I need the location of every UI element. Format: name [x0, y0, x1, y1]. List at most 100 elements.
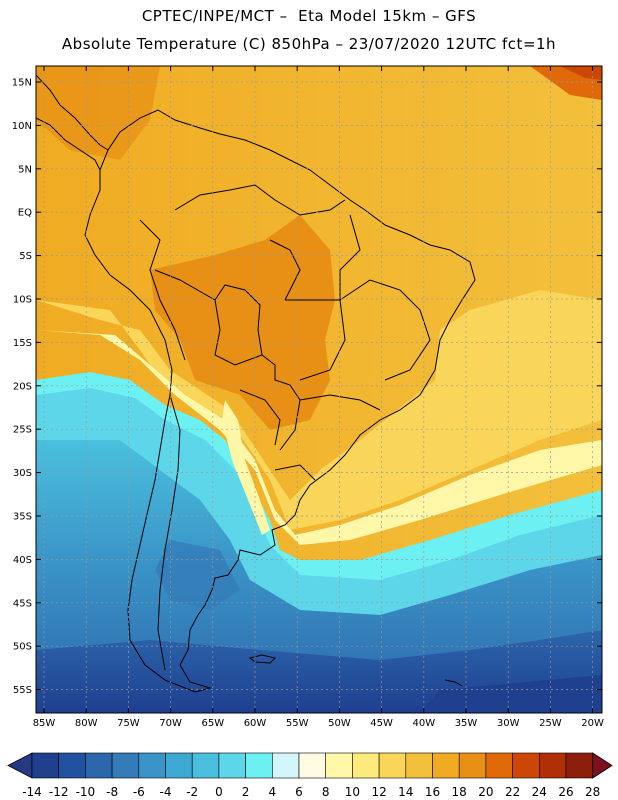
border-brazil-west [154, 269, 301, 451]
hot-interior-region [150, 215, 335, 430]
colorbar-swatch [378, 752, 407, 779]
colorbar-label: 2 [242, 785, 250, 799]
colorbar-swatch [111, 752, 140, 779]
brazil-states-c [339, 214, 361, 300]
colorbar-label: 0 [215, 785, 223, 799]
lon-label: 45W [370, 718, 393, 729]
colorbar-swatch [432, 752, 460, 779]
lat-label: 35S [13, 512, 32, 523]
colorbar-swatch [325, 752, 353, 779]
lat-label: 25S [13, 425, 32, 436]
map-title-line1: CPTEC/INPE/MCT – Eta Model 15km – GFS [141, 7, 477, 25]
colorbar-under-arrow [7, 752, 33, 779]
lat-label: 5N [18, 164, 32, 175]
lat-label: EQ [18, 208, 32, 219]
lat-label: 50S [13, 642, 32, 653]
colorbar-label: -10 [76, 785, 96, 799]
colorbar-swatch [245, 752, 273, 779]
hotter-ne-corner [560, 66, 602, 80]
colorbar-label: -12 [49, 785, 69, 799]
southernmost-cold-core [420, 675, 602, 713]
colorbar-label: 12 [371, 785, 386, 799]
colorbar-swatch [165, 752, 193, 779]
colorbar-label: 24 [532, 785, 547, 799]
lat-label: 5S [19, 251, 32, 262]
colorbar-label: 16 [425, 785, 440, 799]
colorbar-swatch [218, 752, 246, 779]
graticule-grid [36, 66, 602, 713]
colorbar-swatch [31, 752, 60, 779]
lon-label: 35W [455, 718, 478, 729]
colorbar-label: -14 [22, 785, 42, 799]
lat-label: 40S [13, 555, 32, 566]
colorbar-label: 18 [452, 785, 467, 799]
colorbar-label: 8 [322, 785, 330, 799]
lon-label: 50W [328, 718, 351, 729]
axis-ticks: 15N 10N 5N EQ 5S 10S 15S 20S 25S 30S 35S 40S 45S 50S 5… [12, 66, 604, 729]
colorbar-swatch [191, 752, 220, 779]
south-america-coastline [84, 109, 476, 693]
falkland-islands [248, 654, 276, 664]
colorbar-label: 4 [268, 785, 276, 799]
colorbar-swatch [565, 752, 594, 779]
mild-band [36, 290, 602, 530]
colorbar-label: 14 [398, 785, 413, 799]
lat-label: 45S [13, 598, 32, 609]
colorbar-swatch [458, 752, 487, 779]
colorbar: -14 -12 -10 -8 -6 -4 -2 0 2 4 6 8 10 12 14 16 18 20 22 24 26… [7, 752, 613, 799]
lon-label: 30W [497, 718, 520, 729]
colorbar-label: -4 [160, 785, 172, 799]
lat-label: 30S [13, 468, 32, 479]
border-peru [139, 219, 186, 361]
lat-label: 10N [12, 121, 32, 132]
lon-label: 60W [244, 718, 267, 729]
lon-label: 20W [581, 718, 604, 729]
lon-label: 65W [201, 718, 224, 729]
colorbar-over-arrow [592, 752, 613, 779]
colorbar-label: -2 [186, 785, 198, 799]
lat-label: 15S [13, 338, 32, 349]
border-brazil-north [174, 184, 346, 216]
colorbar-swatch [138, 752, 166, 779]
brazil-states-e [269, 239, 301, 301]
colorbar-label: 22 [505, 785, 520, 799]
lat-label: 20S [13, 381, 32, 392]
colorbar-swatch [512, 752, 540, 779]
cool-band [36, 330, 602, 545]
colorbar-swatch [58, 752, 86, 779]
colorbar-label: 28 [585, 785, 600, 799]
colorbar-label: 20 [478, 785, 493, 799]
border-argentina-chile [157, 394, 181, 671]
border-paraguay [239, 389, 281, 446]
lon-label: 55W [286, 718, 309, 729]
coastline-icon [36, 74, 476, 693]
border-uruguay [274, 464, 316, 481]
temperature-field [36, 66, 602, 713]
colorbar-swatch [271, 752, 300, 779]
warm-tongue [222, 400, 270, 535]
colorbar-swatch [352, 752, 380, 779]
colorbar-label: 26 [558, 785, 573, 799]
hot-caribbean-region [36, 66, 160, 160]
patagonia-cold-core [155, 540, 240, 610]
colorbar-label: -6 [133, 785, 145, 799]
colorbar-swatch [538, 752, 567, 779]
lat-label: 55S [13, 685, 32, 696]
brazil-states-b [339, 279, 431, 381]
lon-label: 80W [75, 718, 98, 729]
brazil-states-a [285, 299, 346, 381]
brazil-states-d [299, 394, 381, 411]
caribbean-coast [36, 117, 101, 171]
lon-label: 40W [412, 718, 435, 729]
lon-label: 25W [539, 718, 562, 729]
lon-label: 85W [33, 718, 56, 729]
map-title-line2: Absolute Temperature (C) 850hPa – 23/07/… [61, 35, 557, 53]
border-bolivia [214, 299, 263, 366]
colorbar-label: 6 [295, 785, 303, 799]
colorbar-swatch [85, 752, 113, 779]
lat-label: 10S [13, 295, 32, 306]
south-georgia [444, 679, 463, 687]
lat-label: 15N [12, 78, 32, 89]
map-frame [35, 65, 603, 714]
